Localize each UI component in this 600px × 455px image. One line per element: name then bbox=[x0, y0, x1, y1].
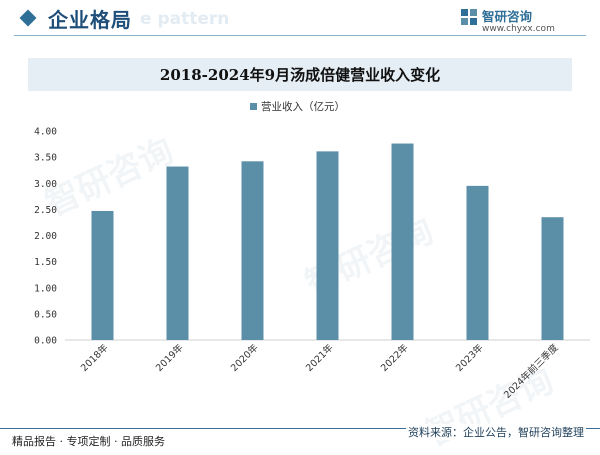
x-tick-label: 2018年 bbox=[78, 341, 111, 374]
legend-label: 营业收入（亿元） bbox=[261, 100, 345, 113]
logo-url: www.chyxx.com bbox=[482, 24, 555, 34]
bar-chart: 营业收入（亿元） 0.00 0.50 1.00 1.50 2.00 2.50 3.00 3.50… bbox=[34, 100, 590, 401]
footer-divider bbox=[0, 428, 600, 429]
bar bbox=[541, 217, 564, 340]
page-title: 企业格局 bbox=[48, 8, 132, 32]
y-tick-label: 0.50 bbox=[34, 309, 57, 320]
x-tick-label: 2020年 bbox=[228, 341, 261, 374]
x-tick-label: 2019年 bbox=[153, 341, 186, 374]
legend-swatch bbox=[250, 103, 257, 110]
chart-title-banner: 2018-2024年9月汤成倍健营业收入变化 bbox=[28, 58, 572, 91]
logo-name: 智研咨询 bbox=[482, 9, 533, 24]
y-tick-label: 3.00 bbox=[34, 179, 57, 190]
x-tick-label: 2022年 bbox=[378, 341, 411, 374]
chart-title: 2018-2024年9月汤成倍健营业收入变化 bbox=[159, 66, 441, 84]
header-divider bbox=[14, 35, 586, 36]
bar bbox=[241, 161, 264, 340]
footer-tagline: 精品报告 · 专项定制 · 品质服务 bbox=[12, 435, 165, 448]
header: e pattern 企业格局 智研咨询 www.chyxx.com bbox=[0, 0, 600, 42]
diamond-icon bbox=[19, 9, 37, 27]
x-tick-label: 2021年 bbox=[303, 341, 336, 374]
y-tick-label: 2.50 bbox=[34, 205, 57, 216]
logo-icon bbox=[461, 9, 477, 25]
y-tick-label: 2.00 bbox=[34, 231, 57, 242]
y-tick-label: 1.50 bbox=[34, 257, 57, 268]
header-ghost-text: e pattern bbox=[140, 9, 230, 29]
y-tick-label: 1.00 bbox=[34, 283, 57, 294]
x-tick-label: 2024年前三季度 bbox=[501, 341, 561, 401]
bar bbox=[391, 143, 414, 340]
brand-logo: 智研咨询 www.chyxx.com bbox=[460, 6, 580, 40]
footer-source: 资料来源：企业公告，智研咨询整理 bbox=[406, 424, 586, 440]
bar bbox=[466, 185, 489, 340]
y-tick-label: 0.00 bbox=[34, 336, 57, 347]
bar bbox=[91, 210, 114, 340]
bar bbox=[316, 151, 339, 340]
y-tick-label: 3.50 bbox=[34, 153, 57, 164]
bar bbox=[166, 166, 189, 340]
y-tick-label: 4.00 bbox=[34, 127, 57, 138]
x-tick-label: 2023年 bbox=[453, 341, 486, 374]
